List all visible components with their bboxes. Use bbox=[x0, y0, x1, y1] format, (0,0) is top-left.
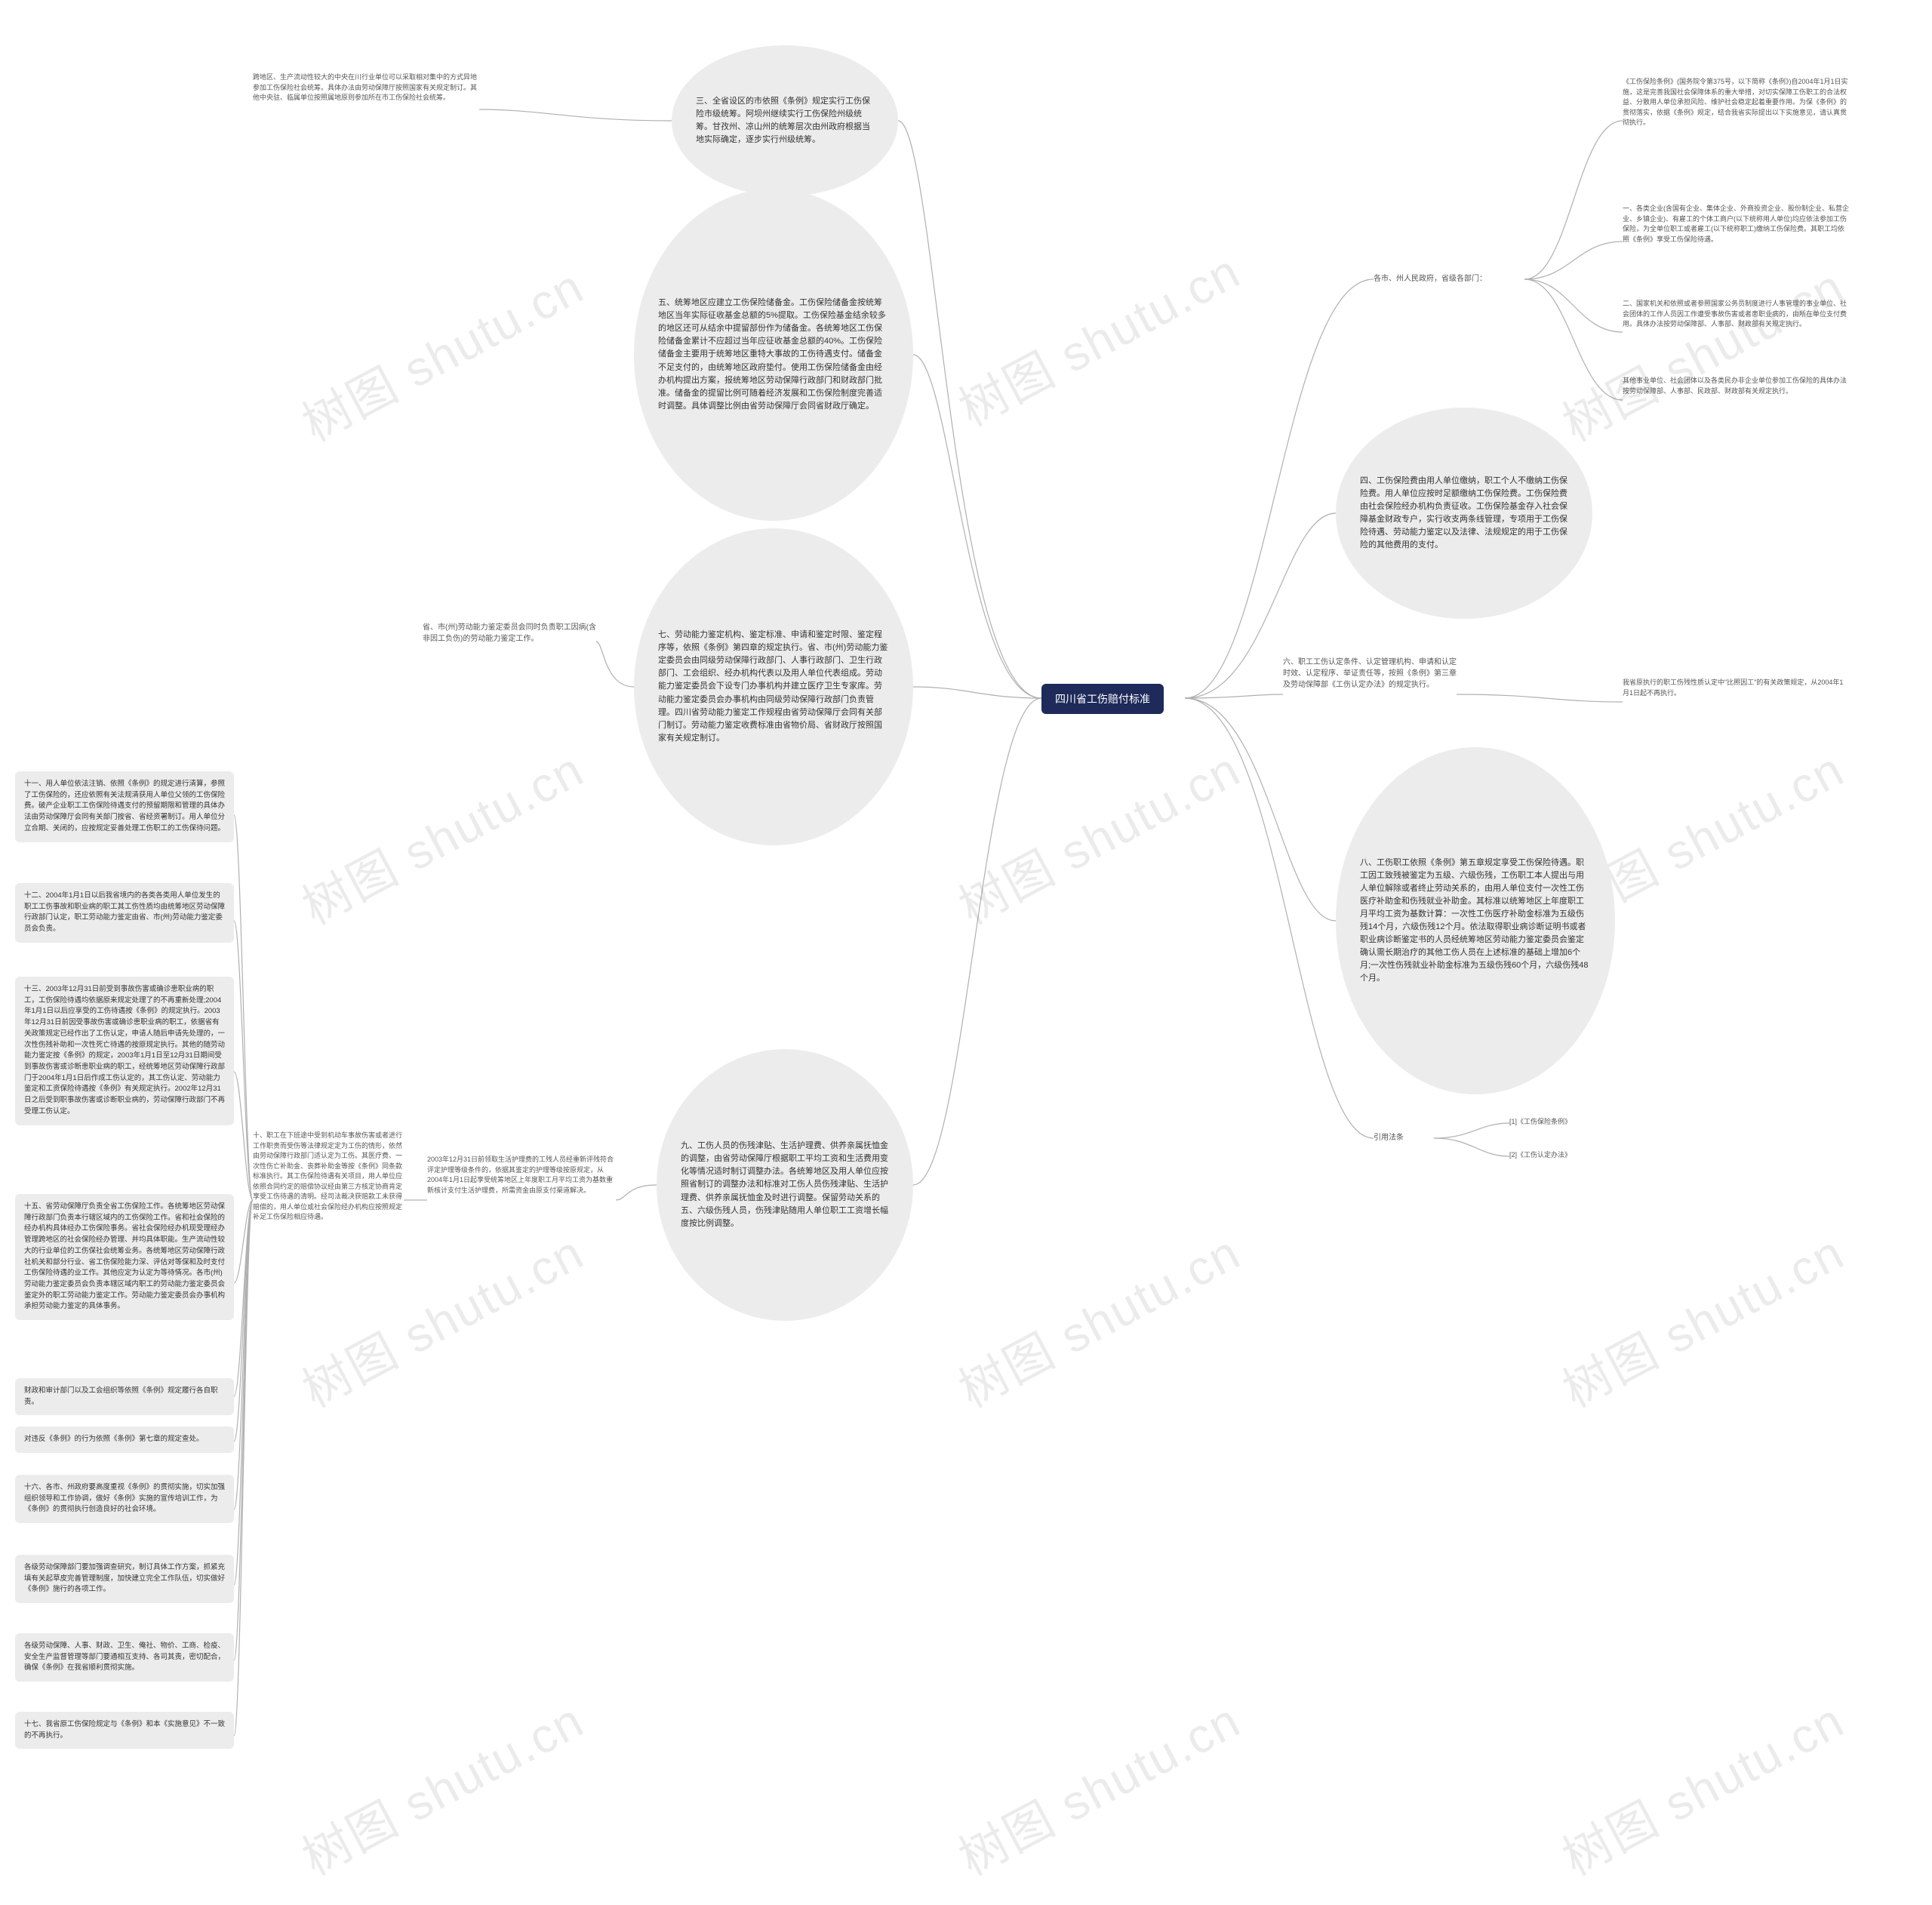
l3-label: 省、市(州)劳动能力鉴定委员会同时负责职工因病(含非因工负伤)的劳动能力鉴定工作… bbox=[423, 622, 596, 645]
r1-child-2: 二、国家机关和依照或者参照国家公务员制度进行人事管理的事业单位、社会团体的工作人… bbox=[1623, 299, 1849, 330]
leftcol-item: 各级劳动保障、人事、财政、卫生、俺社、物价、工商、检疫、安全生产监督管理等部门要… bbox=[15, 1633, 234, 1682]
r3-tail: 我省原执行的职工伤残性质认定中"比照因工"的有关政策规定，从2004年1月1日起… bbox=[1623, 678, 1849, 698]
r4-bubble: 八、工伤职工依照《条例》第五章规定享受工伤保险待遇。职工因工致残被鉴定为五级、六… bbox=[1336, 747, 1615, 1094]
watermark: 树图 shutu.cn bbox=[288, 731, 594, 938]
r1-child-3: 其他事业单位、社会团体以及各类民办非企业单位参加工伤保险的具体办法按劳动保障部、… bbox=[1623, 376, 1849, 396]
watermark: 树图 shutu.cn bbox=[945, 1214, 1251, 1421]
l4-bubble: 九、工伤人员的伤残津贴、生活护理费、供养亲属抚恤金的调整，由省劳动保障厅根据职工… bbox=[657, 1049, 913, 1321]
r3-label: 六、职工工伤认定条件、认定管理机构、申请和认定时效、认定程序、举证责任等，按照《… bbox=[1283, 657, 1457, 691]
watermark: 树图 shutu.cn bbox=[945, 233, 1251, 440]
watermark: 树图 shutu.cn bbox=[1549, 248, 1854, 455]
l4-left-tail: 十、职工在下班途中受到机动车事故伤害或者进行工作职责而受伤等法律规定定为工伤的情… bbox=[253, 1131, 404, 1223]
leftcol-item: 财政和审计部门以及工会组织等依照《条例》规定履行各自职责。 bbox=[15, 1378, 234, 1415]
r5-child-1: [1]《工伤保险条例》 bbox=[1509, 1117, 1630, 1128]
edge-layer bbox=[0, 0, 1932, 1905]
watermark: 树图 shutu.cn bbox=[945, 731, 1251, 938]
l2-bubble-text: 五、统筹地区应建立工伤保险储备金。工伤保险储备金按统筹地区当年实际征收基金总额的… bbox=[658, 297, 889, 412]
r1-label: 各市、州人民政府，省级各部门： bbox=[1374, 273, 1524, 285]
leftcol-item: 十六、各市、州政府要高度重视《条例》的贯彻实施，切实加强组织领导和工作协调，做好… bbox=[15, 1475, 234, 1523]
watermark: 树图 shutu.cn bbox=[945, 1682, 1251, 1889]
watermark: 树图 shutu.cn bbox=[1549, 1682, 1854, 1889]
watermark: 树图 shutu.cn bbox=[288, 1682, 594, 1889]
r1-intro: 《工伤保险条例》(国务院令第375号，以下简称《条例》)自2004年1月1日实施… bbox=[1623, 77, 1849, 128]
l1-bubble: 三、全省设区的市依照《条例》规定实行工伤保险市级统筹。阿坝州继续实行工伤保险州级… bbox=[672, 45, 898, 196]
l2-bubble: 五、统筹地区应建立工伤保险储备金。工伤保险储备金按统筹地区当年实际征收基金总额的… bbox=[634, 189, 913, 521]
l4-bubble-text: 九、工伤人员的伤残津贴、生活护理费、供养亲属抚恤金的调整，由省劳动保障厅根据职工… bbox=[681, 1140, 889, 1229]
leftcol-item: 十五、省劳动保障厅负责全省工伤保险工作。各统筹地区劳动保障行政部门负责本行辖区域… bbox=[15, 1194, 234, 1320]
leftcol-item: 十一、用人单位依法注销、依照《条例》的规定进行清算，参照了工伤保险的，还应依照有… bbox=[15, 771, 234, 842]
watermark: 树图 shutu.cn bbox=[1549, 1214, 1854, 1421]
r1-child-1: 一、各类企业(含国有企业、集体企业、外商投资企业、股份制企业、私营企业、乡镇企业… bbox=[1623, 204, 1849, 245]
l1-tail: 跨地区、生产流动性较大的中央在川行业单位可以采取相对集中的方式异地参加工伤保险社… bbox=[253, 72, 479, 103]
r2-bubble-text: 四、工伤保险费由用人单位缴纳，职工个人不缴纳工伤保险费。用人单位应按时足额缴纳工… bbox=[1360, 475, 1568, 552]
r5-label: 引用法条 bbox=[1374, 1132, 1434, 1143]
watermark: 树图 shutu.cn bbox=[288, 1214, 594, 1421]
center-node: 四川省工伤赔付标准 bbox=[1041, 684, 1164, 714]
leftcol-item: 十二、2004年1月1日以后我省境内的各类各类用人单位发生的职工工伤事故和职业病… bbox=[15, 883, 234, 943]
l4-mid-tail: 2003年12月31日前领取生活护理费的工残人员经重新评残符合评定护理等级条件的… bbox=[427, 1155, 616, 1196]
l3-bubble: 七、劳动能力鉴定机构、鉴定标准、申请和鉴定时限、鉴定程序等，依照《条例》第四章的… bbox=[634, 528, 913, 845]
l3-bubble-text: 七、劳动能力鉴定机构、鉴定标准、申请和鉴定时限、鉴定程序等，依照《条例》第四章的… bbox=[658, 629, 889, 744]
r5-child-2: [2]《工伤认定办法》 bbox=[1509, 1150, 1630, 1161]
watermark: 树图 shutu.cn bbox=[288, 248, 594, 455]
leftcol-item: 各级劳动保障部门要加强调查研究，制订具体工作方案，抓紧充填有关起草皮完善管理制度… bbox=[15, 1555, 234, 1603]
l1-bubble-text: 三、全省设区的市依照《条例》规定实行工伤保险市级统筹。阿坝州继续实行工伤保险州级… bbox=[696, 95, 874, 146]
leftcol-item: 十七、我省原工伤保险规定与《条例》和本《实施意见》不一致的不再执行。 bbox=[15, 1712, 234, 1749]
r2-bubble: 四、工伤保险费由用人单位缴纳，职工个人不缴纳工伤保险费。用人单位应按时足额缴纳工… bbox=[1336, 408, 1592, 619]
leftcol-item: 十三、2003年12月31日前受到事故伤害或确诊患职业病的职工，工伤保险待遇均依… bbox=[15, 977, 234, 1125]
leftcol-item: 对违反《条例》的行为依照《条例》第七章的规定查处。 bbox=[15, 1426, 234, 1453]
r4-bubble-text: 八、工伤职工依照《条例》第五章规定享受工伤保险待遇。职工因工致残被鉴定为五级、六… bbox=[1360, 857, 1591, 985]
